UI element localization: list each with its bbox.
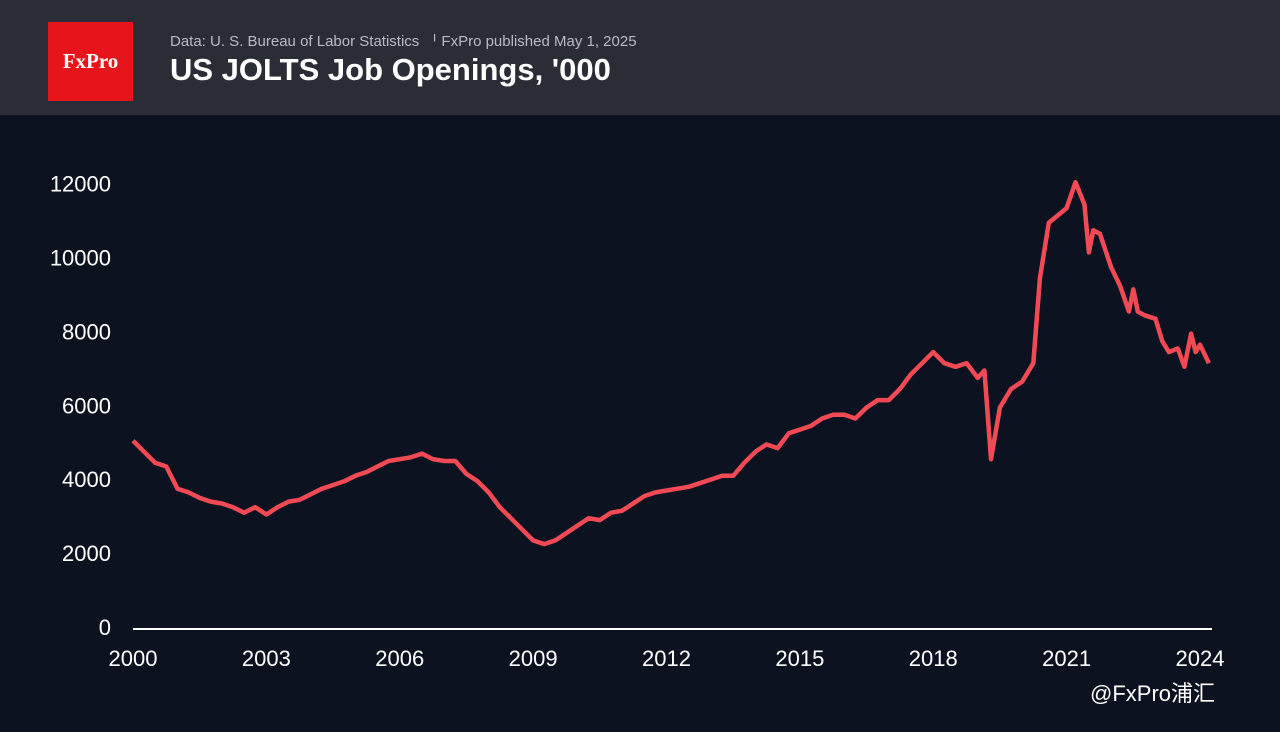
watermark: @FxPro浦汇: [1090, 681, 1216, 706]
x-tick-label: 2009: [509, 646, 558, 671]
x-tick-label: 2003: [242, 646, 291, 671]
x-tick-label: 2000: [109, 646, 158, 671]
x-tick-label: 2015: [775, 646, 824, 671]
source: Data: U. S. Bureau of Labor Statistics ᅵ…: [170, 30, 637, 51]
x-tick-label: 2021: [1042, 646, 1091, 671]
x-tick-label: 2024: [1176, 646, 1225, 671]
logo: FxPro: [48, 22, 133, 101]
y-tick-label: 2000: [62, 541, 111, 566]
data-line: [131, 179, 1211, 547]
y-tick-label: 10000: [50, 246, 111, 271]
y-tick-label: 4000: [62, 467, 111, 492]
y-tick-label: 6000: [62, 393, 111, 418]
y-tick-label: 12000: [50, 172, 111, 197]
source-text: Data: U. S. Bureau of Labor Statistics ᅵ…: [170, 33, 637, 50]
x-tick-label: 2018: [909, 646, 958, 671]
y-tick-label: 8000: [62, 319, 111, 344]
x-tick-label: 2012: [642, 646, 691, 671]
x-tick-label: 2006: [375, 646, 424, 671]
header: FxPro Data: U. S. Bureau of Labor Statis…: [0, 0, 1280, 115]
chart-title: US JOLTS Job Openings, '000: [170, 52, 611, 87]
y-tick-label: 0: [99, 615, 111, 640]
